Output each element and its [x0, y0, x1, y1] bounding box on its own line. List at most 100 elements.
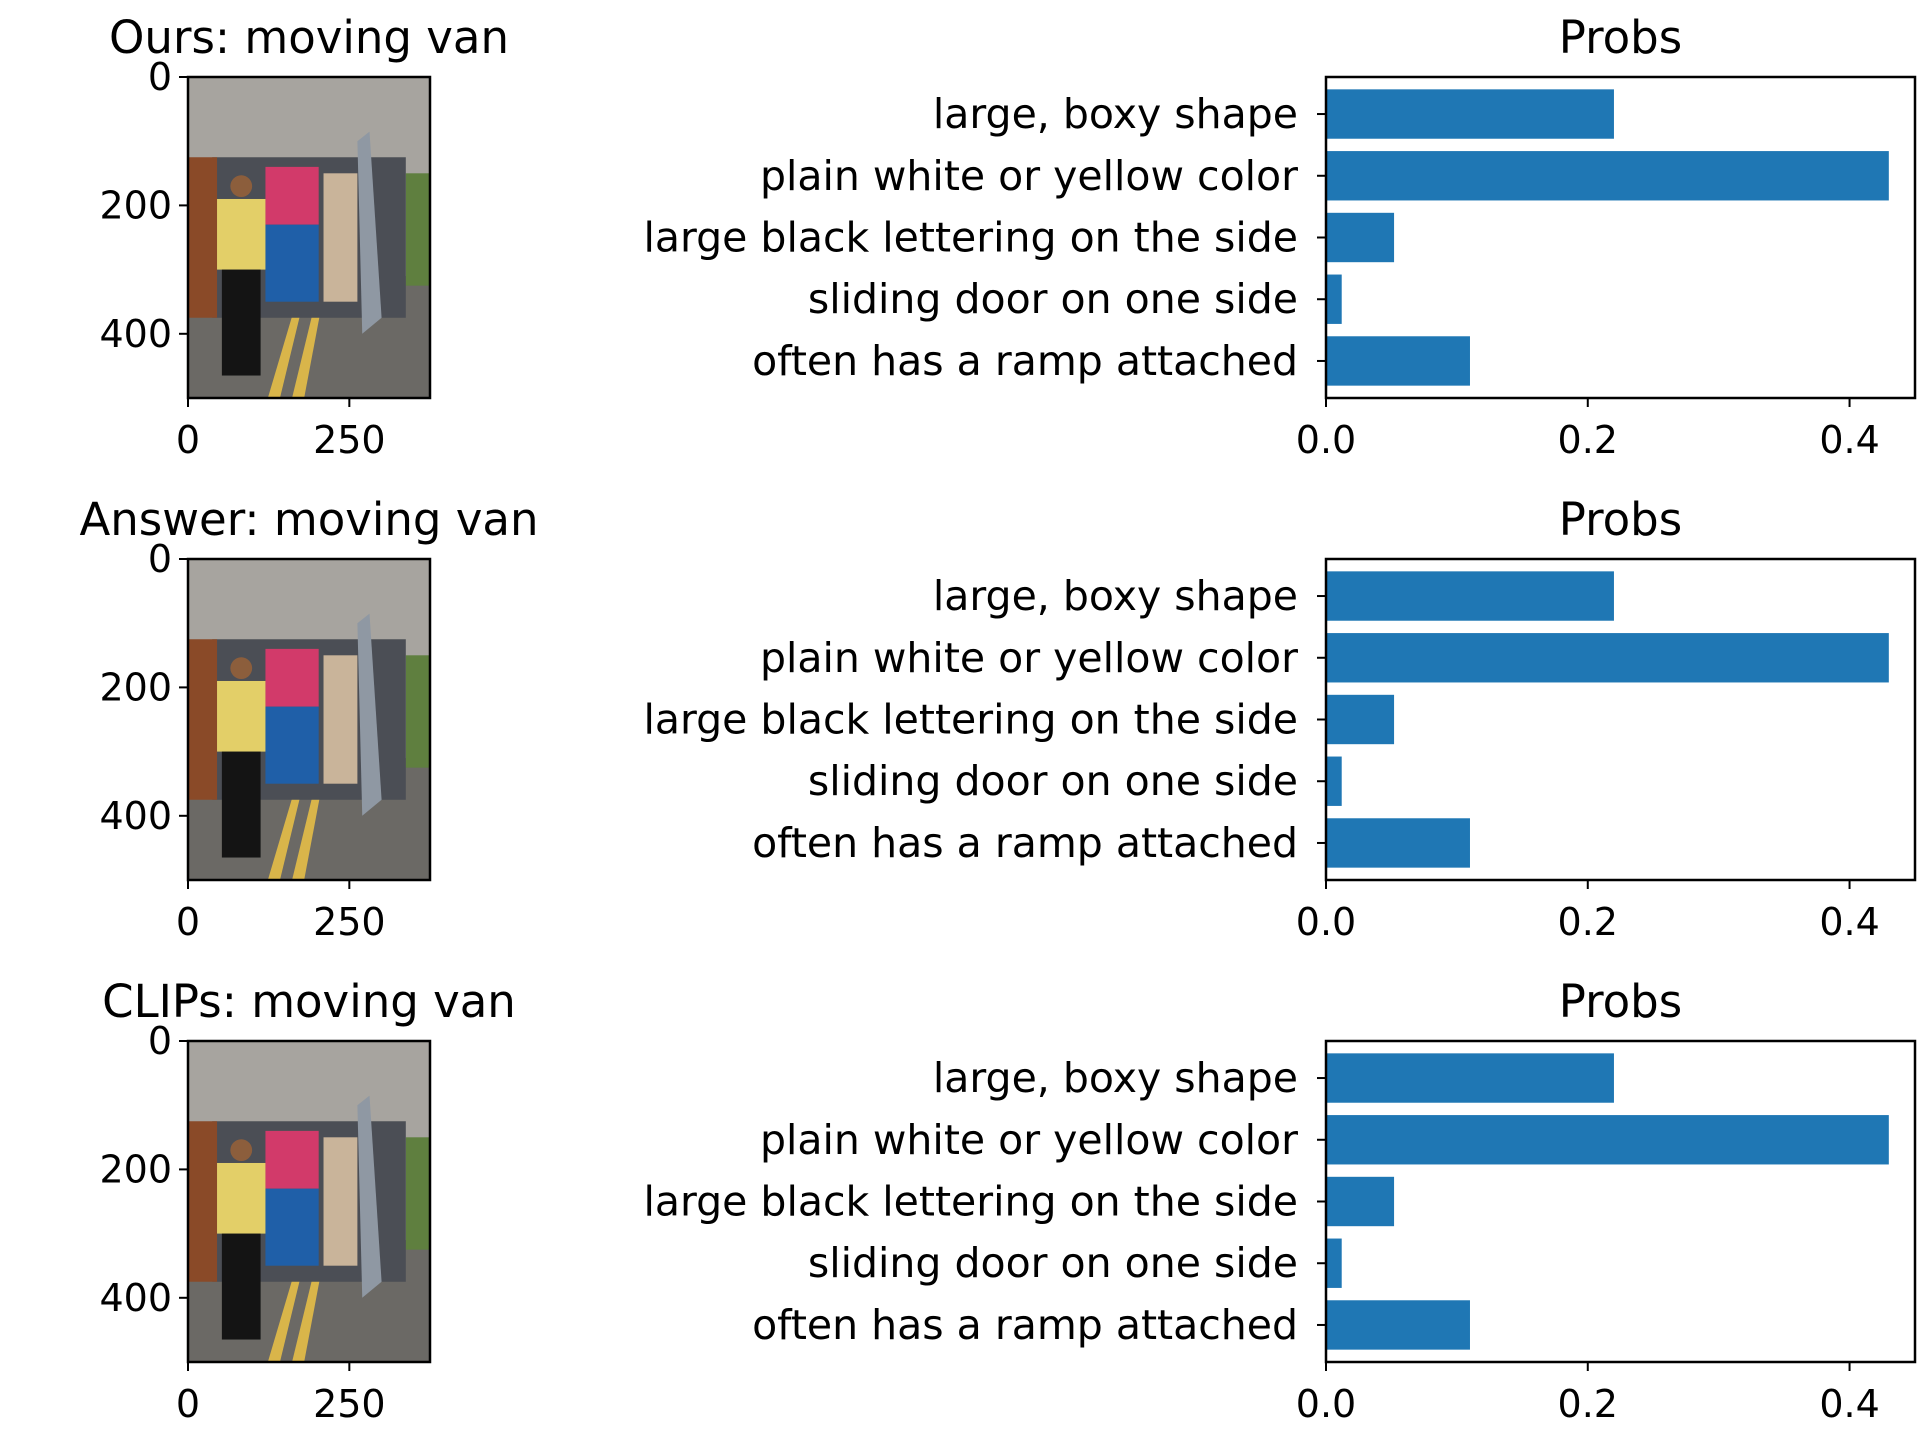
person-shirt — [217, 1162, 266, 1234]
bar — [1326, 212, 1395, 263]
category-label: sliding door on one side — [808, 1239, 1298, 1287]
road-line — [292, 1272, 322, 1362]
bar — [1326, 571, 1614, 621]
van-door-right — [357, 131, 382, 334]
bar — [1326, 151, 1889, 201]
van-door-right — [357, 1095, 382, 1298]
image-frame — [186, 557, 432, 882]
x-tick-label: 0.2 — [1558, 1382, 1618, 1426]
van-door-left — [188, 1121, 218, 1282]
image-title: Answer: moving van — [79, 493, 538, 546]
bar — [1326, 818, 1470, 868]
bar — [1326, 89, 1614, 139]
category-label: large black lettering on the side — [644, 214, 1299, 262]
category-label: often has a ramp attached — [752, 1301, 1298, 1349]
y-tick-label: 200 — [99, 183, 172, 227]
bar-chart-title: Probs — [1559, 975, 1682, 1028]
category-label: large, boxy shape — [933, 90, 1298, 138]
bar — [1326, 1300, 1470, 1350]
x-tick-label: 0 — [176, 418, 200, 462]
y-tick-label: 200 — [99, 665, 172, 709]
x-tick-label: 0 — [176, 1382, 200, 1426]
image-frame — [186, 1039, 432, 1364]
box-blue — [265, 1188, 319, 1266]
bar-chart: Probs large, boxy shape plain white or yel… — [644, 11, 1917, 462]
y-tick-label: 400 — [99, 312, 172, 356]
box-cardboard — [323, 655, 358, 784]
category-label: sliding door on one side — [808, 275, 1298, 323]
y-tick-label: 400 — [99, 794, 172, 838]
box-blue — [265, 224, 319, 302]
y-tick-label: 400 — [99, 1276, 172, 1320]
bar — [1326, 1115, 1889, 1165]
person-legs — [221, 751, 261, 858]
bar — [1326, 274, 1342, 324]
road-line — [292, 790, 322, 880]
x-tick-label: 0.0 — [1296, 418, 1356, 462]
hedge — [405, 655, 430, 768]
category-label: plain white or yellow color — [760, 152, 1298, 200]
x-tick-label: 0.2 — [1558, 900, 1618, 944]
y-tick-label: 0 — [148, 537, 172, 581]
hedge — [405, 1137, 430, 1250]
category-label: often has a ramp attached — [752, 337, 1298, 385]
image-frame — [186, 75, 432, 400]
category-label: plain white or yellow color — [760, 1116, 1298, 1164]
bar-chart-title: Probs — [1559, 493, 1682, 546]
category-label: plain white or yellow color — [760, 634, 1298, 682]
image-title: Ours: moving van — [109, 11, 509, 64]
x-tick-label: 0.4 — [1819, 1382, 1879, 1426]
bar-chart-title: Probs — [1559, 11, 1682, 64]
bar — [1326, 1176, 1395, 1227]
person-legs — [221, 269, 261, 376]
road-line — [267, 1272, 302, 1362]
box-cardboard — [323, 173, 358, 302]
road-line — [267, 308, 302, 398]
x-tick-label: 250 — [313, 418, 386, 462]
x-tick-label: 0.2 — [1558, 418, 1618, 462]
bar — [1326, 694, 1395, 745]
road-line — [292, 308, 322, 398]
bar — [1326, 756, 1342, 806]
bar — [1326, 1053, 1614, 1103]
x-tick-label: 0.4 — [1819, 900, 1879, 944]
category-label: often has a ramp attached — [752, 819, 1298, 867]
x-tick-label: 0.0 — [1296, 900, 1356, 944]
box-blue — [265, 706, 319, 784]
person-head — [230, 657, 253, 680]
bar — [1326, 1238, 1342, 1288]
category-label: large, boxy shape — [933, 572, 1298, 620]
y-tick-label: 0 — [148, 55, 172, 99]
y-tick-label: 200 — [99, 1147, 172, 1191]
image-title: CLIPs: moving van — [102, 975, 516, 1028]
person-shirt — [217, 198, 266, 270]
bar-chart-frame — [1324, 1039, 1917, 1364]
person-head — [230, 175, 253, 198]
box-pink — [265, 1130, 319, 1189]
hedge — [405, 173, 430, 286]
box-pink — [265, 648, 319, 707]
box-pink — [265, 166, 319, 225]
box-cardboard — [323, 1137, 358, 1266]
bar-chart-frame — [1324, 75, 1917, 400]
category-label: large black lettering on the side — [644, 696, 1299, 744]
y-tick-label: 0 — [148, 1019, 172, 1063]
van-door-left — [188, 639, 218, 800]
x-tick-label: 0 — [176, 900, 200, 944]
x-tick-label: 0.4 — [1819, 418, 1879, 462]
x-tick-label: 250 — [313, 1382, 386, 1426]
bar-chart-frame — [1324, 557, 1917, 882]
person-legs — [221, 1233, 261, 1340]
person-head — [230, 1139, 253, 1162]
bar — [1326, 336, 1470, 386]
bar-chart: Probs large, boxy shape plain white or yel… — [644, 975, 1917, 1426]
category-label: large black lettering on the side — [644, 1178, 1299, 1226]
x-tick-label: 250 — [313, 900, 386, 944]
category-label: large, boxy shape — [933, 1054, 1298, 1102]
x-tick-label: 0.0 — [1296, 1382, 1356, 1426]
road-line — [267, 790, 302, 880]
